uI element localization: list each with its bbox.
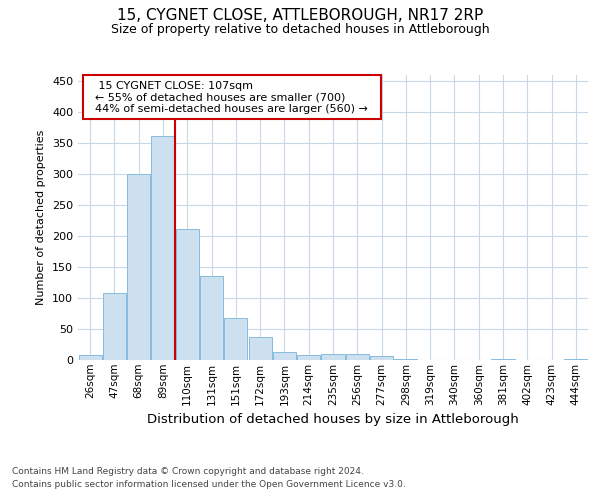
Bar	[370, 356, 393, 360]
Bar	[224, 318, 247, 360]
Bar	[176, 228, 199, 360]
Bar	[322, 354, 344, 360]
Text: 15 CYGNET CLOSE: 107sqm   
  ← 55% of detached houses are smaller (700)  
  44% : 15 CYGNET CLOSE: 107sqm ← 55% of detache…	[88, 80, 375, 114]
Bar	[248, 337, 272, 360]
Y-axis label: Number of detached properties: Number of detached properties	[37, 130, 46, 305]
Bar	[346, 354, 369, 360]
Bar	[273, 352, 296, 360]
Text: 15, CYGNET CLOSE, ATTLEBOROUGH, NR17 2RP: 15, CYGNET CLOSE, ATTLEBOROUGH, NR17 2RP	[117, 8, 483, 22]
Bar	[491, 359, 515, 360]
Bar	[200, 276, 223, 360]
Bar	[151, 136, 175, 360]
Bar	[297, 355, 320, 360]
Bar	[127, 174, 150, 360]
Text: Size of property relative to detached houses in Attleborough: Size of property relative to detached ho…	[110, 22, 490, 36]
Text: Contains HM Land Registry data © Crown copyright and database right 2024.: Contains HM Land Registry data © Crown c…	[12, 468, 364, 476]
Bar	[565, 359, 587, 360]
Text: Distribution of detached houses by size in Attleborough: Distribution of detached houses by size …	[147, 412, 519, 426]
Text: Contains public sector information licensed under the Open Government Licence v3: Contains public sector information licen…	[12, 480, 406, 489]
Bar	[394, 359, 418, 360]
Bar	[79, 355, 101, 360]
Bar	[103, 293, 126, 360]
